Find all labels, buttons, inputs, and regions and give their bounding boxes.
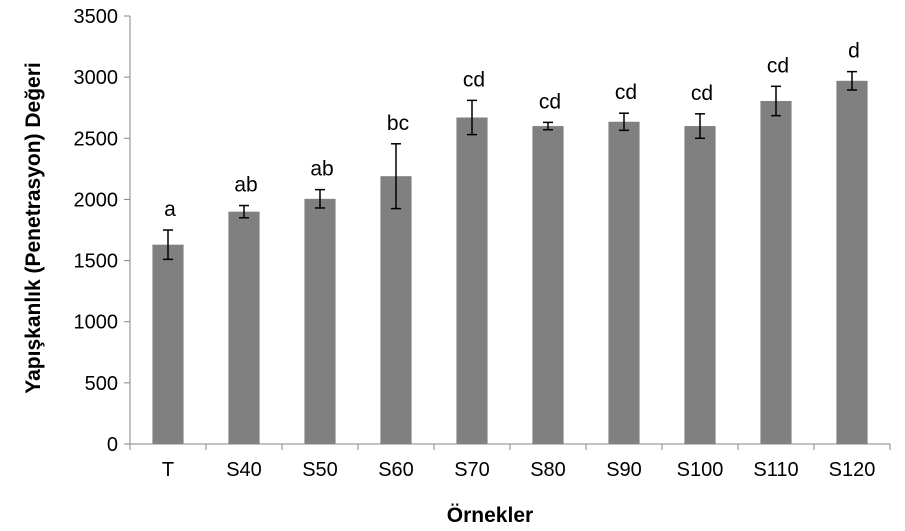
significance-label: cd [691,82,713,105]
significance-label: ab [234,174,257,197]
x-axis: T S40 S50 S60 S70 S80 S90 S100 S110 S120 [129,443,891,481]
y-tick-label: 1500 [74,251,119,273]
y-tick-label: 1000 [74,312,119,334]
y-tick-label: 3000 [74,67,119,89]
x-tick-label: T [162,459,174,481]
bar [304,198,336,444]
y-tick-label: 500 [85,373,118,395]
x-tick-label: S100 [677,459,724,481]
x-tick-label: S50 [302,459,338,481]
significance-label: cd [767,54,789,77]
y-tick-label: 2500 [74,128,119,150]
bar [836,80,868,444]
significance-label: bc [387,112,409,135]
significance-label: d [848,40,860,63]
significance-label: cd [615,81,637,104]
y-axis-title: Yapışkanlık (Penetrasyon) Değeri [22,62,45,393]
y-axis: 0 500 1000 1500 2000 2500 3000 3500 [74,6,131,456]
x-tick-label: S110 [753,459,798,481]
bar [760,100,792,444]
bar [152,244,184,444]
significance-label: cd [463,68,485,91]
error-bars [163,70,857,261]
x-tick-label: S60 [378,459,414,481]
y-tick-label: 2000 [74,189,119,211]
significance-label: a [164,198,176,221]
x-axis-title: Örnekler [447,504,533,527]
x-tick-label: S70 [454,459,490,481]
bars [152,80,868,445]
significance-label: cd [539,90,561,113]
bar [684,126,716,445]
y-tick-label: 0 [107,434,118,456]
bar [532,126,564,445]
bar [228,211,260,444]
bar [380,176,412,445]
x-tick-label: S40 [226,459,262,481]
x-tick-label: S90 [606,459,642,481]
bar [456,117,488,445]
x-tick-label: S120 [829,459,876,481]
x-tick-label: S80 [530,459,566,481]
significance-label: ab [310,158,333,181]
y-tick-label: 3500 [74,6,119,28]
significance-labels: a ab ab bc cd cd cd cd cd d [164,40,860,221]
bar [608,121,640,444]
